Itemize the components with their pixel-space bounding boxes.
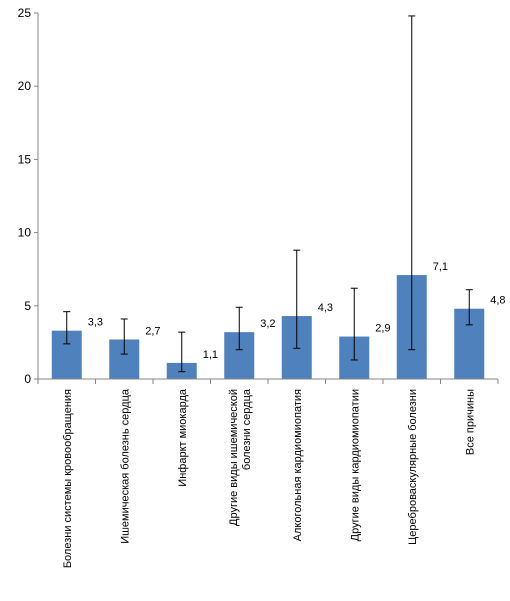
y-tick-label: 20: [18, 79, 32, 93]
error-bar: [120, 318, 128, 355]
y-tick-label: 15: [18, 152, 32, 166]
x-axis: [37, 378, 499, 384]
data-label: 2,9: [375, 323, 390, 335]
error-bar: [293, 249, 301, 349]
y-tick-label: 25: [18, 6, 32, 20]
y-tick-label: 10: [18, 226, 32, 240]
category-label: Все причины: [464, 389, 476, 455]
category-label: Инфаркт миокарда: [177, 388, 189, 487]
error-bar: [63, 311, 71, 345]
error-bar: [465, 289, 473, 326]
category-label: Цереброваскулярные болезни: [407, 389, 419, 545]
data-label: 3,2: [260, 318, 275, 330]
category-label: болезни сердца: [241, 388, 253, 470]
error-bar: [408, 15, 416, 351]
data-label: 1,1: [203, 349, 218, 361]
data-label: 2,7: [145, 325, 160, 337]
category-label: Другие виды кардиомиопатии: [349, 389, 361, 541]
error-bars: [63, 15, 473, 373]
y-axis: 0 5 10 15 20 25: [18, 6, 39, 386]
y-tick-label: 5: [24, 299, 31, 313]
error-bar: [350, 287, 358, 361]
data-label: 3,3: [88, 317, 103, 329]
category-label: Ишемическая болезнь сердца: [119, 388, 131, 544]
error-bar: [178, 331, 186, 373]
data-label: 7,1: [433, 261, 448, 273]
category-label: Алкогольная кардиомиопатия: [292, 389, 304, 541]
data-label: 4,8: [490, 295, 505, 307]
data-labels: 3,3 2,7 1,1 3,2 4,3 2,9 7,1 4,8: [88, 261, 506, 361]
category-label: Болезни системы кровообращения: [62, 389, 74, 568]
y-tick-label: 0: [24, 372, 31, 386]
category-label: Другие виды ишемической: [228, 389, 240, 526]
data-label: 4,3: [318, 302, 333, 314]
category-labels: Болезни системы кровообращения Ишемическа…: [62, 388, 477, 568]
error-bar: [235, 306, 243, 351]
